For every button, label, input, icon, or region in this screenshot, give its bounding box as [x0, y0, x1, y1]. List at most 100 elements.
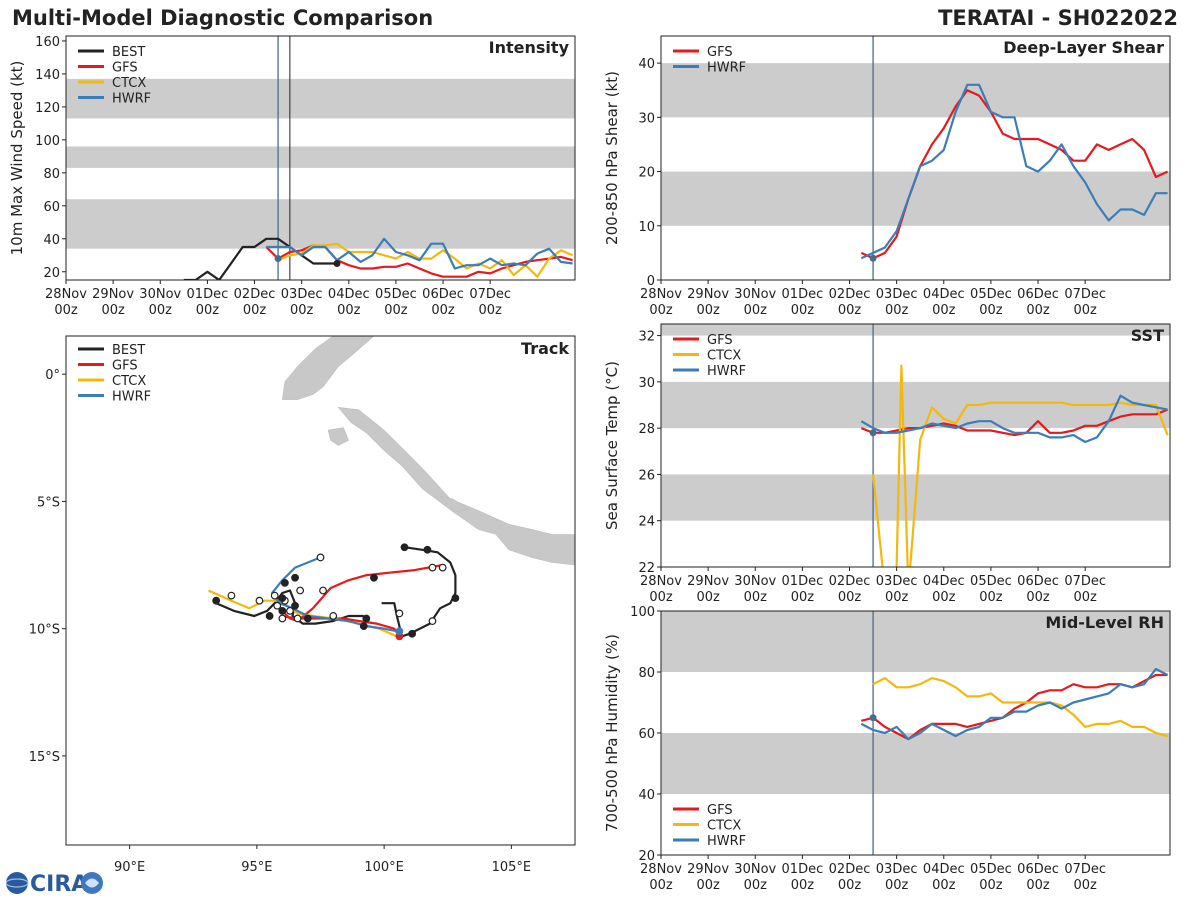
rh-legend-label-gfs: GFS	[707, 803, 733, 818]
rh-xtick-label: 06Dec	[1017, 862, 1059, 877]
sst-current-marker	[869, 429, 877, 437]
track-marker-best	[395, 609, 404, 618]
track-map-group	[208, 336, 575, 641]
intensity-band	[66, 78, 575, 119]
intensity-ytick-label: 100	[35, 134, 60, 149]
intensity-legend-label-best: BEST	[112, 45, 145, 60]
rh-xtick-label: 02Dec	[829, 862, 871, 877]
track-marker-best	[316, 553, 325, 562]
shear-xtick-label: 29Nov	[687, 287, 729, 302]
intensity-ytick-label: 80	[43, 167, 60, 182]
sst-ytick-label: 32	[638, 330, 655, 345]
shear-xtick-label: 04Dec	[923, 287, 965, 302]
track-ytick-label: 10°S	[29, 623, 60, 638]
sst-xtick-label: 05Dec	[970, 574, 1012, 589]
rh-series-ctcx	[872, 676, 1168, 738]
rh-xtick-label: 00z	[885, 878, 909, 893]
intensity-xtick-label: 06Dec	[422, 287, 464, 302]
intensity-series-hwrf	[266, 237, 573, 270]
intensity-series-ctcx	[277, 242, 574, 278]
shear-xtick-label: 00z	[979, 303, 1003, 318]
shear-current-marker	[869, 254, 877, 262]
intensity-xtick-label: 07Dec	[469, 287, 511, 302]
track-marker-best	[408, 629, 417, 638]
track-xtick-label: 95°E	[241, 860, 272, 875]
storm-id-title: TERATAI - SH022022	[938, 6, 1178, 30]
rh-xtick-label: 00z	[1073, 878, 1097, 893]
shear-band	[661, 63, 1170, 118]
shear-ytick-label: 20	[638, 166, 655, 181]
sst-legend-label-gfs: GFS	[707, 333, 733, 348]
rh-xtick-label: 30Nov	[734, 862, 776, 877]
track-marker-best	[273, 601, 282, 610]
sst-ylabel: Sea Surface Temp (°C)	[603, 361, 621, 530]
intensity-xtick-label: 00z	[290, 303, 314, 318]
shear-legend-label-hwrf: HWRF	[707, 61, 746, 76]
sst-xtick-label: 02Dec	[829, 574, 871, 589]
rh-legend-label-ctcx: CTCX	[707, 819, 741, 834]
track-marker-best	[359, 622, 368, 631]
sst-xtick-label: 00z	[1026, 590, 1050, 605]
shear-xtick-label: 00z	[1073, 303, 1097, 318]
intensity-ylabel: 10m Max Wind Speed (kt)	[8, 61, 26, 256]
sst-ytick-label: 26	[638, 468, 655, 483]
land-polygon	[327, 427, 349, 446]
shear-panel-title: Deep-Layer Shear	[1003, 38, 1164, 57]
track-marker-best	[280, 578, 289, 587]
shear-frame	[660, 35, 1171, 281]
sst-legend-label-hwrf: HWRF	[707, 364, 746, 379]
intensity-ytick-label: 140	[35, 68, 60, 83]
sst-xtick-label: 29Nov	[687, 574, 729, 589]
sst-xtick-label: 00z	[979, 590, 1003, 605]
rh-ytick-label: 20	[638, 849, 655, 864]
sst-xtick-label: 00z	[932, 590, 956, 605]
rh-ytick-label: 60	[638, 727, 655, 742]
rh-ytick-label: 80	[638, 666, 655, 681]
track-marker-best	[212, 596, 221, 605]
rh-series-hwrf	[860, 667, 1169, 741]
sst-plot-area	[661, 324, 1170, 567]
rh-xtick-label: 03Dec	[876, 862, 918, 877]
intensity-xtick-label: 04Dec	[328, 287, 370, 302]
rh-xtick-label: 00z	[791, 878, 815, 893]
cira-logo: CIRA	[6, 872, 103, 897]
track-marker-best	[319, 586, 327, 595]
rh-xtick-label: 04Dec	[923, 862, 965, 877]
intensity-legend-label-hwrf: HWRF	[112, 92, 151, 107]
track-ytick-label: 15°S	[29, 750, 60, 765]
shear-ylabel: 200-850 hPa Shear (kt)	[603, 71, 621, 245]
intensity-xtick-label: 00z	[478, 303, 502, 318]
sst-xtick-label: 04Dec	[923, 574, 965, 589]
track-marker-best	[329, 612, 338, 620]
intensity-xtick-label: 00z	[243, 303, 267, 318]
rh-xtick-label: 05Dec	[970, 862, 1012, 877]
track-marker-best	[291, 573, 299, 582]
rh-xtick-label: 07Dec	[1064, 862, 1106, 877]
intensity-xtick-label: 00z	[431, 303, 455, 318]
land-polygon	[281, 336, 375, 400]
shear-legend-label-gfs: GFS	[707, 45, 733, 60]
track-xtick-label: 90°E	[114, 860, 145, 875]
track-marker-best	[278, 594, 287, 603]
sst-ytick-label: 24	[638, 515, 655, 530]
sst-xtick-label: 00z	[649, 590, 673, 605]
track-legend-label-ctcx: CTCX	[112, 374, 146, 389]
track-marker-hwrf	[395, 627, 404, 636]
shear-xtick-label: 30Nov	[734, 287, 776, 302]
track-ytick-label: 0°	[45, 368, 60, 383]
track-marker-best	[227, 591, 236, 600]
shear-xtick-label: 00z	[885, 303, 909, 318]
shear-xtick-label: 00z	[932, 303, 956, 318]
track-marker-best	[423, 545, 432, 554]
intensity-xtick-label: 03Dec	[281, 287, 323, 302]
track-ytick-label: 5°S	[37, 495, 60, 510]
sst-xtick-label: 07Dec	[1064, 574, 1106, 589]
sst-xtick-label: 00z	[1073, 590, 1097, 605]
sst-xtick-label: 06Dec	[1017, 574, 1059, 589]
track-marker-best	[286, 606, 294, 615]
track-marker-best	[296, 586, 305, 595]
track-marker-best	[291, 601, 299, 610]
track-marker-best	[362, 614, 371, 623]
figure-title: Multi-Model Diagnostic Comparison	[12, 6, 434, 30]
